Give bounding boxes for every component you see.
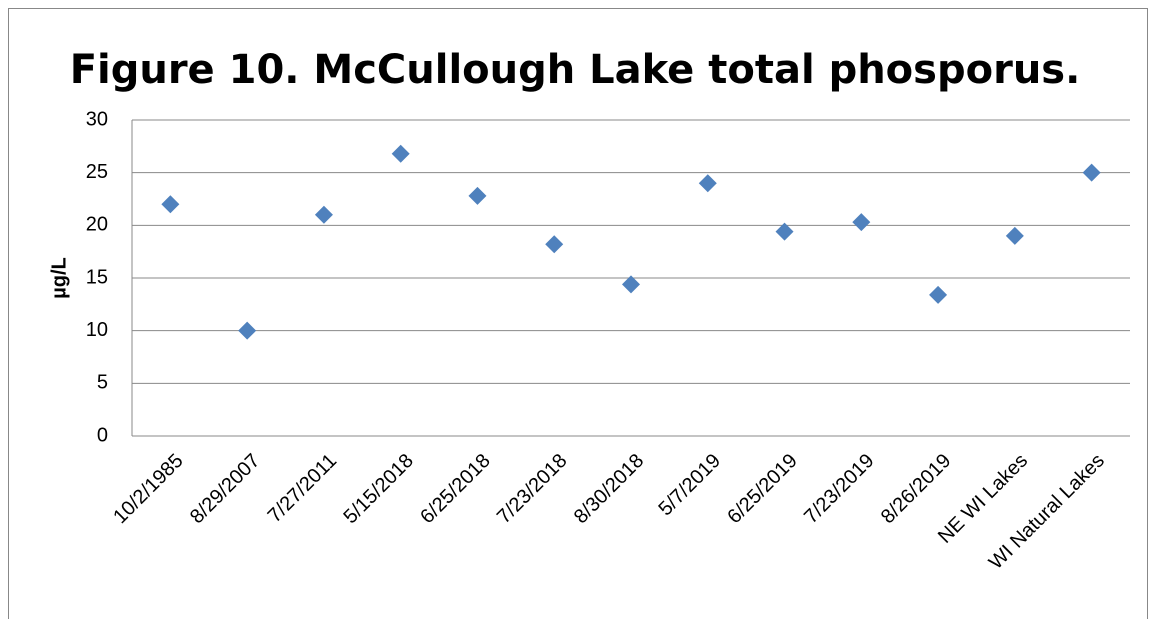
y-tick-label: 30 [86,108,108,130]
marker [314,205,333,224]
marker [468,186,487,205]
y-tick-label: 5 [97,372,108,394]
x-tick-label: 5/7/2019 [654,450,725,521]
marker [1005,226,1024,245]
x-tick-label: 8/26/2019 [877,450,955,528]
x-tick-label: 6/25/2019 [723,450,801,528]
marker [698,174,717,193]
marker [929,285,948,304]
marker [622,275,640,294]
marker [161,195,180,214]
y-axis-label: µg/L [48,257,70,299]
chart-title: Figure 10. McCullough Lake total phospor… [70,47,1081,93]
y-tick-label: 10 [86,319,108,341]
y-tick-label: 25 [86,161,108,183]
y-tick-label: 15 [86,266,108,288]
chart-frame [8,8,1148,619]
marker [775,222,794,241]
x-tick-label: 7/27/2011 [264,450,341,527]
marker [391,144,410,163]
x-tick-label: 8/30/2018 [570,450,648,528]
marker [238,321,257,340]
x-tick-label: 7/23/2018 [493,450,571,528]
marker [852,213,871,232]
y-tick-label: 0 [97,424,108,446]
marker [545,235,564,254]
x-tick-label: 6/25/2018 [416,450,494,528]
x-tick-label: 10/2/1985 [109,450,187,528]
marker [1082,163,1101,182]
x-tick-label: 7/23/2019 [800,450,878,528]
x-tick-label: 8/29/2007 [186,450,264,528]
x-tick-label: 5/15/2018 [339,450,417,528]
y-tick-label: 20 [86,214,108,236]
